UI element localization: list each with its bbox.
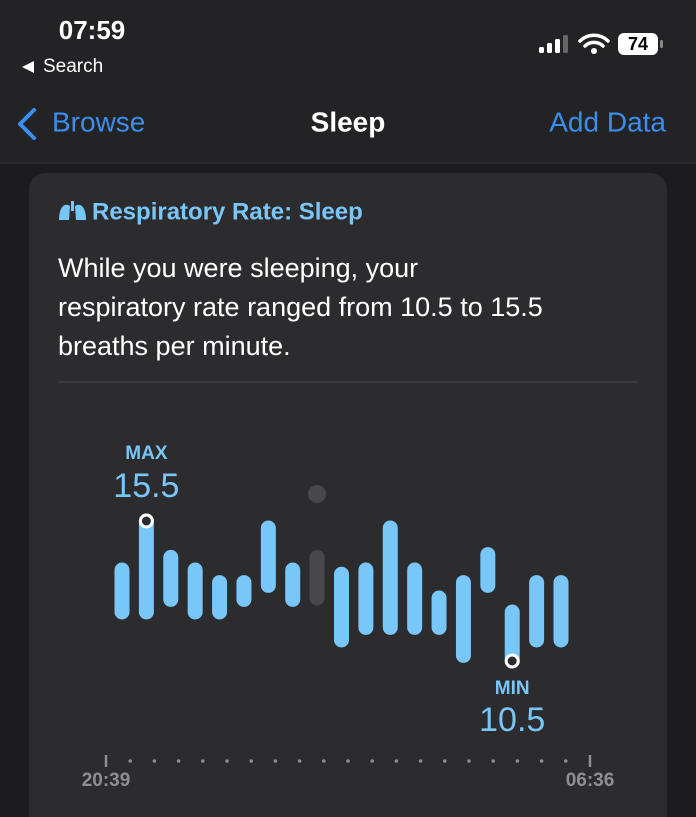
range-bar	[309, 549, 325, 606]
range-bar	[163, 549, 179, 607]
axis-dot	[201, 759, 205, 763]
x-end-label: 06:36	[566, 770, 615, 791]
min-marker	[504, 653, 520, 669]
battery-tip	[660, 40, 663, 48]
summary-line: While you were sleeping, your	[58, 253, 418, 283]
selection-dot	[308, 485, 326, 503]
range-bar	[504, 604, 520, 669]
axis-dot	[297, 759, 302, 763]
range-bar	[553, 575, 569, 648]
x-start-label: 20:39	[82, 770, 131, 791]
axis-dot	[418, 759, 423, 763]
range-bar	[285, 562, 301, 607]
card-title: Respiratory Rate: Sleep	[92, 198, 363, 225]
range-bar	[455, 575, 471, 663]
min-value: 10.5	[479, 701, 545, 739]
nav-title: Sleep	[311, 106, 386, 137]
wifi-dot	[591, 48, 597, 54]
axis-dot	[273, 759, 278, 763]
axis-dot	[491, 759, 496, 763]
summary-line: breaths per minute.	[58, 331, 291, 361]
axis-dot	[128, 759, 132, 763]
battery-level: 74	[628, 34, 648, 54]
range-bar	[138, 513, 154, 620]
range-bar	[358, 562, 374, 635]
range-bar	[212, 575, 228, 620]
max-marker	[138, 513, 154, 529]
range-bar	[114, 562, 130, 620]
axis-dot	[394, 759, 399, 763]
axis-dot	[564, 759, 568, 763]
range-bar	[260, 520, 276, 593]
nav-action[interactable]: Add Data	[549, 106, 666, 137]
summary-line: respiratory rate ranged from 10.5 to 15.…	[58, 292, 543, 322]
axis-dot	[176, 759, 181, 763]
axis-dot	[370, 759, 375, 763]
axis-dot	[346, 759, 350, 763]
axis-dot	[467, 759, 471, 763]
battery-icon	[618, 33, 658, 55]
max-label: MAX	[125, 443, 168, 464]
max-value: 15.5	[113, 467, 179, 505]
range-bar	[431, 590, 447, 635]
range-bar	[480, 547, 496, 593]
axis-dot	[515, 759, 520, 763]
min-label: MIN	[495, 678, 530, 699]
header-bg	[0, 0, 696, 163]
signal-icon	[539, 35, 568, 53]
axis-dot	[249, 759, 253, 763]
axis-dot	[225, 759, 229, 763]
clock: 07:59	[59, 15, 126, 45]
back-app[interactable]: Search	[43, 56, 103, 77]
back-chevron[interactable]	[18, 108, 36, 140]
range-bar	[382, 520, 398, 635]
nav-back[interactable]: Browse	[52, 106, 145, 137]
axis-dot	[539, 759, 544, 763]
lungs-icon	[59, 201, 86, 220]
range-bar	[529, 575, 545, 648]
range-bar	[334, 566, 349, 648]
back-arrow-icon[interactable]	[22, 61, 34, 73]
axis-dot	[152, 759, 157, 763]
axis-dot	[322, 759, 326, 763]
range-bar	[407, 562, 423, 635]
range-bar	[187, 562, 203, 620]
wifi-icon	[578, 33, 610, 48]
range-bar	[236, 575, 252, 607]
axis-dot	[443, 759, 447, 763]
